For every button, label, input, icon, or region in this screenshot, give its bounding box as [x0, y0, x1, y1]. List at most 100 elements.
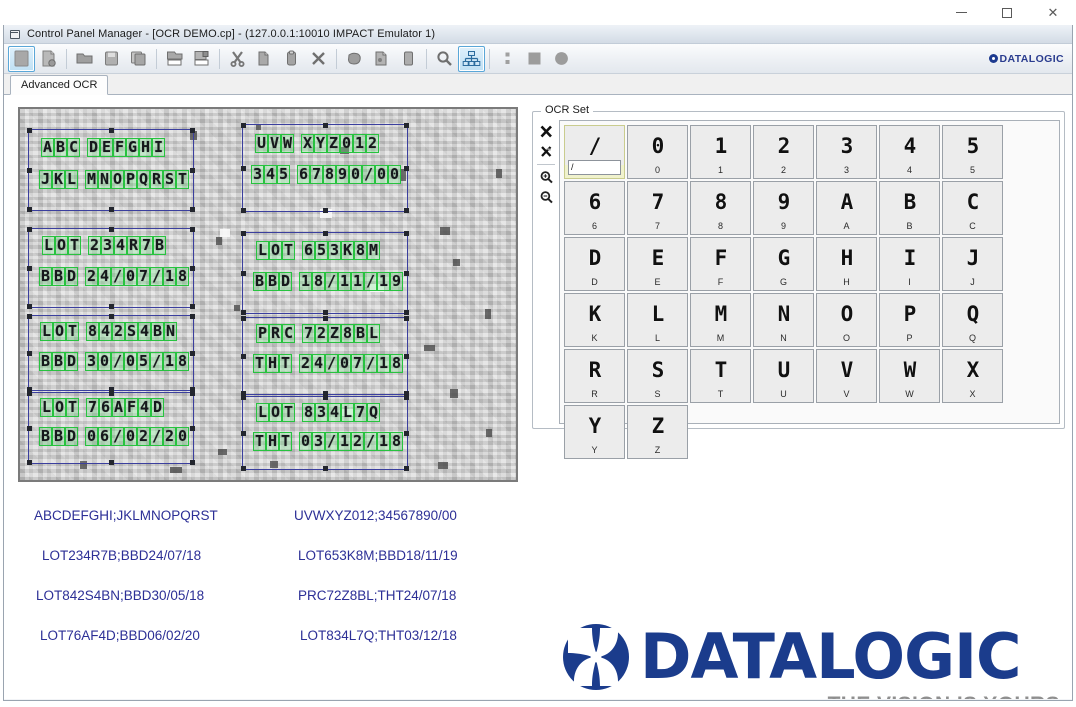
- image-window-button[interactable]: [395, 46, 422, 72]
- char-box: D: [65, 427, 78, 446]
- maximize-icon: [1002, 7, 1012, 18]
- record-button[interactable]: [548, 46, 575, 72]
- ocr-char-glyph: 3: [840, 133, 854, 158]
- zoom-tool-button[interactable]: [431, 46, 458, 72]
- close-icon: ✕: [1047, 5, 1059, 20]
- document-blank-icon: [14, 50, 29, 67]
- close-button[interactable]: ✕: [1030, 0, 1076, 25]
- upload-from-device-button[interactable]: [188, 46, 215, 72]
- ocr-char-label: F: [717, 277, 724, 287]
- stop-button[interactable]: [521, 46, 548, 72]
- dotted-list-icon: [505, 52, 510, 64]
- ocr-char-label: T: [717, 389, 724, 399]
- char-box: 8: [176, 267, 189, 286]
- ocr-char-label: W: [905, 389, 914, 399]
- char-box: 1: [338, 272, 351, 291]
- result-text: LOT653K8M;BBD18/11/19: [298, 547, 458, 563]
- open-button[interactable]: [71, 46, 98, 72]
- ocr-char-glyph: P: [903, 301, 917, 326]
- ocr-char-edit-input[interactable]: /: [568, 160, 621, 175]
- ocr-char-glyph: A: [840, 189, 854, 214]
- char-box: R: [127, 236, 140, 255]
- options-list-button[interactable]: [494, 46, 521, 72]
- save-as-button[interactable]: [125, 46, 152, 72]
- tab-advanced-ocr[interactable]: Advanced OCR: [10, 75, 109, 95]
- paste-button[interactable]: [278, 46, 305, 72]
- download-to-device-button[interactable]: [161, 46, 188, 72]
- minimize-button[interactable]: [938, 0, 984, 25]
- char-box: 8: [323, 165, 336, 184]
- char-box: B: [52, 267, 65, 286]
- char-box: 6: [297, 165, 310, 184]
- ocr-char-tile[interactable]: ///: [564, 125, 625, 179]
- zoom-out-button[interactable]: [535, 188, 557, 207]
- image-properties-button[interactable]: [368, 46, 395, 72]
- char-box: L: [40, 398, 53, 417]
- save-button[interactable]: [98, 46, 125, 72]
- delete-button[interactable]: [305, 46, 332, 72]
- delete-character-button[interactable]: [535, 142, 557, 161]
- char-box: L: [367, 324, 380, 343]
- char-box: 6: [99, 398, 112, 417]
- result-text: UVWXYZ012;34567890/00: [294, 507, 457, 523]
- new-from-template-button[interactable]: [35, 46, 62, 72]
- snapshot-button[interactable]: [341, 46, 368, 72]
- device-tree-button[interactable]: [458, 45, 485, 72]
- char-box: S: [163, 170, 176, 189]
- zoom-in-button[interactable]: [535, 168, 557, 187]
- new-control-panel-button[interactable]: [8, 45, 35, 72]
- delete-all-characters-button[interactable]: [535, 122, 557, 141]
- cut-button[interactable]: [224, 46, 251, 72]
- copy-button[interactable]: [251, 46, 278, 72]
- char-box: 2: [85, 267, 98, 286]
- tab-label: Advanced OCR: [21, 79, 98, 91]
- maximize-button[interactable]: [984, 0, 1030, 25]
